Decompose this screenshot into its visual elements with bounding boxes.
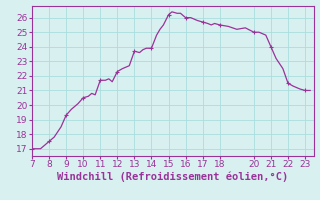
X-axis label: Windchill (Refroidissement éolien,°C): Windchill (Refroidissement éolien,°C) (57, 172, 288, 182)
